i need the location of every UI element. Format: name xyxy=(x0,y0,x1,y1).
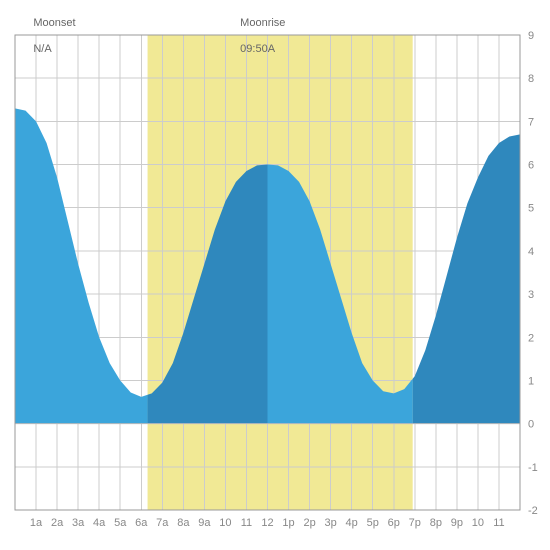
moonset-value: N/A xyxy=(33,43,51,55)
svg-text:1: 1 xyxy=(528,375,534,387)
svg-text:5p: 5p xyxy=(367,517,379,529)
svg-text:1a: 1a xyxy=(30,517,43,529)
svg-text:11: 11 xyxy=(493,517,504,529)
moonset-title: Moonset xyxy=(33,17,75,29)
svg-text:7: 7 xyxy=(528,116,534,128)
svg-text:11: 11 xyxy=(241,517,252,529)
moonrise-label: Moonrise 09:50A xyxy=(222,4,286,69)
annotations: Moonset N/A Moonrise 09:50A xyxy=(0,4,550,34)
svg-text:8: 8 xyxy=(528,73,534,85)
svg-text:6a: 6a xyxy=(135,517,148,529)
svg-text:1p: 1p xyxy=(282,517,294,529)
svg-text:2: 2 xyxy=(528,332,534,344)
svg-text:7p: 7p xyxy=(409,517,421,529)
svg-text:7a: 7a xyxy=(156,517,169,529)
svg-text:-1: -1 xyxy=(528,462,538,474)
svg-text:0: 0 xyxy=(528,419,534,431)
svg-text:4p: 4p xyxy=(346,517,358,529)
svg-text:9p: 9p xyxy=(451,517,463,529)
svg-text:2p: 2p xyxy=(303,517,315,529)
svg-text:12: 12 xyxy=(261,517,273,529)
svg-text:6: 6 xyxy=(528,160,534,172)
svg-text:-2: -2 xyxy=(528,505,538,517)
moonrise-value: 09:50A xyxy=(240,43,275,55)
svg-text:4: 4 xyxy=(528,246,534,258)
svg-text:2a: 2a xyxy=(51,517,64,529)
svg-text:8p: 8p xyxy=(430,517,442,529)
moonset-label: Moonset N/A xyxy=(15,4,76,69)
chart-svg: -2-101234567891a2a3a4a5a6a7a8a9a1011121p… xyxy=(0,0,550,550)
svg-text:3a: 3a xyxy=(72,517,85,529)
svg-text:10: 10 xyxy=(472,517,484,529)
svg-text:5: 5 xyxy=(528,203,534,215)
svg-text:9a: 9a xyxy=(198,517,211,529)
svg-text:6p: 6p xyxy=(388,517,400,529)
moonrise-title: Moonrise xyxy=(240,17,285,29)
svg-text:3: 3 xyxy=(528,289,534,301)
svg-text:4a: 4a xyxy=(93,517,106,529)
tide-chart: Moonset N/A Moonrise 09:50A -2-101234567… xyxy=(0,0,550,550)
svg-text:8a: 8a xyxy=(177,517,190,529)
svg-text:5a: 5a xyxy=(114,517,127,529)
svg-text:3p: 3p xyxy=(325,517,337,529)
svg-text:10: 10 xyxy=(219,517,231,529)
